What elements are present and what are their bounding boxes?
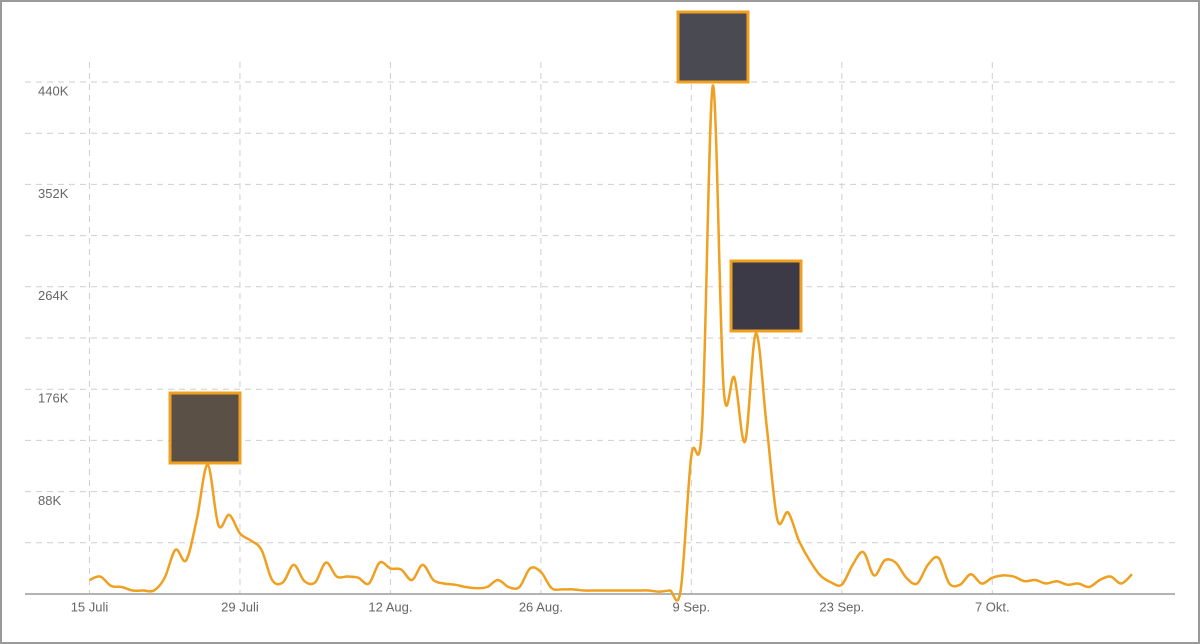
plot	[88, 84, 1133, 602]
thumbnail	[676, 10, 750, 84]
line	[88, 84, 1133, 602]
thumbnail	[729, 259, 803, 333]
y-tick-label: 352K	[38, 186, 69, 201]
x-tick-label: 12 Aug.	[368, 599, 412, 614]
thumbnail	[168, 391, 242, 465]
y-tick-label: 176K	[38, 391, 69, 406]
y-tick-label: 440K	[38, 83, 69, 98]
y-tick-label: 264K	[38, 288, 69, 303]
x-tick-label: 7 Okt.	[975, 599, 1010, 614]
x-tick-label: 23 Sep.	[819, 599, 864, 614]
y-tick-label: 88K	[38, 493, 61, 508]
x-tick-label: 15 Juli	[71, 599, 109, 614]
x-tick-label: 26 Aug.	[519, 599, 563, 614]
x-tick-label: 29 Juli	[221, 599, 259, 614]
thumbnails	[168, 10, 803, 465]
x-tick-label: 9 Sep.	[673, 599, 711, 614]
grid	[25, 62, 1175, 594]
